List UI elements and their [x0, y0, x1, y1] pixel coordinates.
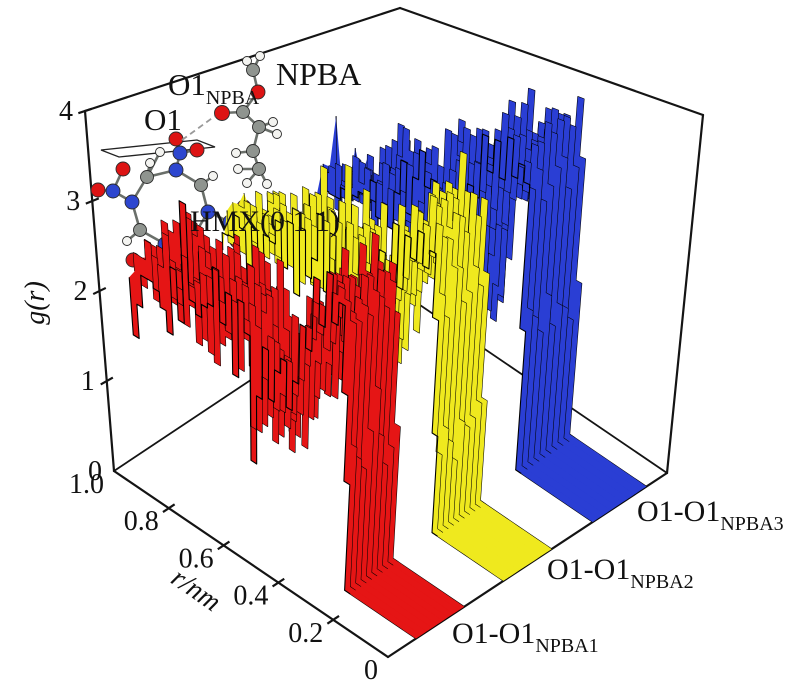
x-axis-tick — [162, 503, 176, 513]
atom-C — [252, 162, 266, 176]
atom-O — [250, 84, 266, 100]
ribbon-slice-line — [128, 200, 351, 595]
ribbon-strip — [238, 192, 525, 571]
ribbon-strip — [227, 195, 515, 578]
ribbon-strip — [250, 190, 536, 564]
box-edge — [398, 6, 705, 117]
atom-O — [214, 105, 230, 121]
atom-H — [272, 129, 282, 139]
inset-label-o1npba: O1NPBA — [168, 67, 260, 109]
series-label-npba3: O1-O1NPBA3 — [637, 495, 784, 535]
z-tick-label: 3 — [66, 186, 80, 217]
ribbon-strip — [232, 195, 520, 574]
series-label-npba1: O1-O1NPBA1 — [452, 617, 599, 657]
x-axis-title: r/nm — [165, 562, 226, 618]
atom-N — [105, 183, 121, 199]
series-label-npba2: O1-O1NPBA2 — [547, 553, 694, 593]
inset-label-hmx: HMX(0 1 1) — [190, 205, 340, 238]
ribbon-strip — [222, 204, 509, 581]
z-axis-tick — [78, 107, 92, 115]
ribbon-strip — [267, 164, 552, 553]
z-tick-label: 4 — [59, 96, 73, 127]
atom-H — [255, 51, 265, 61]
ribbon-strip — [156, 211, 449, 621]
box-edge — [665, 113, 705, 475]
atom-H — [145, 158, 155, 168]
atom-O — [90, 182, 106, 198]
atom-C — [133, 223, 147, 237]
x-axis-tick — [326, 615, 340, 625]
waterfall-ribbons — [128, 87, 648, 640]
x-tick-label: 0 — [364, 655, 378, 683]
atom-C — [140, 170, 154, 184]
box-edge — [112, 469, 390, 659]
series-label-npba1-main: O1-O1 — [452, 617, 535, 650]
z-tick-label: 0 — [88, 456, 102, 487]
x-tick-label: 0.4 — [233, 581, 268, 612]
atom-C — [246, 63, 260, 77]
atom-H — [268, 117, 278, 127]
x-tick-label: 0.2 — [288, 618, 323, 649]
atom-N — [172, 145, 188, 161]
z-axis-tick — [92, 286, 107, 296]
atom-H — [242, 178, 252, 188]
ribbon-strip — [329, 115, 611, 515]
x-tick-label: 0.6 — [179, 543, 214, 574]
atom-C — [194, 178, 208, 192]
x-axis-tick — [217, 540, 231, 551]
ribbon-strip — [163, 211, 454, 618]
ribbon-strip — [133, 220, 427, 636]
series-label-npba2-sub: NPBA2 — [630, 571, 693, 593]
ribbon-strip — [244, 191, 531, 567]
inset-label-o1npba-sub: NPBA — [206, 87, 260, 109]
ribbon-series-npba1 — [128, 200, 465, 640]
ribbon-strip — [139, 220, 432, 632]
ribbon-strip — [174, 220, 465, 611]
z-axis-title: g(r) — [20, 281, 51, 325]
ribbon-strip — [150, 216, 443, 625]
atom-H — [262, 179, 272, 189]
series-label-npba3-sub: NPBA3 — [720, 513, 783, 535]
axis-ticks: 1.0 0.8 0.6 0.4 0.2 0 0 1 2 3 4 — [59, 96, 378, 683]
molecule-npba-fragment — [214, 51, 282, 189]
atom-C — [236, 105, 250, 119]
atom-N — [124, 194, 140, 210]
x-tick-label: 0.8 — [124, 506, 159, 537]
x-tick-label: 1.0 — [69, 469, 104, 500]
atom-O — [115, 161, 131, 177]
inset-label-o1npba-main: O1 — [168, 67, 206, 102]
hydrogen-bond-dashes — [181, 115, 216, 141]
atom-H — [242, 56, 252, 66]
ribbon-strip — [256, 151, 541, 560]
atom-H — [155, 147, 165, 157]
atom-O — [189, 142, 205, 158]
ribbon-strip — [129, 200, 422, 639]
atom-N — [200, 204, 216, 220]
inset-label-o1: O1 — [144, 102, 182, 137]
series-label-npba1-sub: NPBA1 — [535, 635, 598, 657]
z-axis-tick — [100, 376, 114, 386]
atom-C — [252, 120, 266, 134]
atom-N — [168, 162, 184, 178]
z-tick-label: 2 — [74, 276, 88, 307]
series-label-npba3-main: O1-O1 — [637, 495, 720, 528]
atom-H — [122, 236, 132, 246]
z-tick-label: 1 — [81, 366, 95, 397]
atom-H — [233, 164, 243, 174]
series-label-npba2-main: O1-O1 — [547, 553, 630, 586]
ribbon-slice-line — [316, 133, 531, 474]
ribbon-strip — [144, 239, 438, 628]
x-axis-tick — [271, 577, 285, 588]
ribbon-series-npba2 — [221, 151, 553, 582]
atom-H — [208, 171, 218, 181]
atom-H — [231, 148, 241, 158]
z-axis-tick — [85, 197, 100, 205]
atom-C — [246, 144, 260, 158]
inset-label-npba: NPBA — [276, 56, 361, 92]
